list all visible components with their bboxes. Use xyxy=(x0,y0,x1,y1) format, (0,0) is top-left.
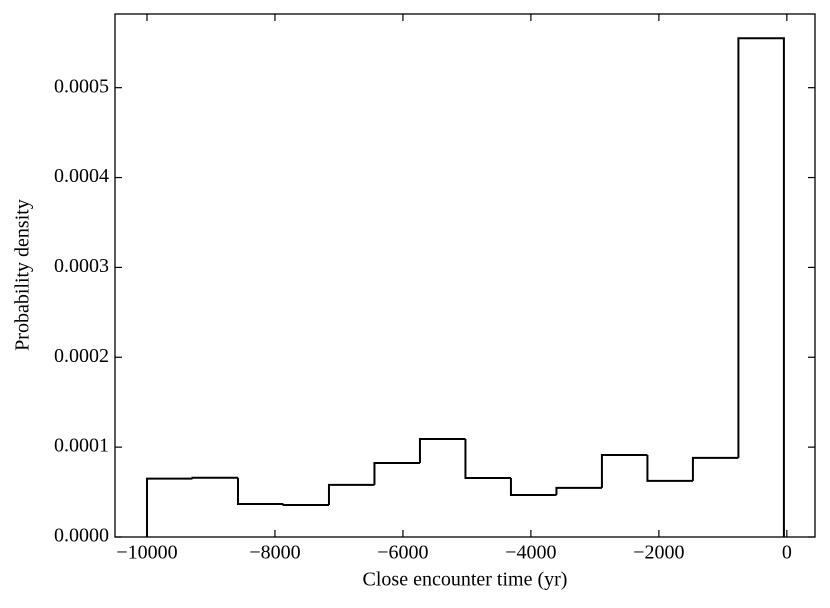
histogram-bin xyxy=(646,454,693,482)
histogram-bin xyxy=(191,476,238,479)
x-tick-label: −4000 xyxy=(505,542,556,564)
x-tick-label: 0 xyxy=(782,542,792,564)
histogram-bin xyxy=(600,453,648,488)
x-tick-label: −2000 xyxy=(633,542,684,564)
histogram-bin xyxy=(236,477,284,506)
histogram-bin xyxy=(691,456,739,481)
histogram-bin xyxy=(737,37,785,537)
histogram-bin xyxy=(282,504,329,507)
y-tick-label: 0.0002 xyxy=(54,345,109,367)
histogram-bin xyxy=(418,438,466,463)
histogram-bin xyxy=(555,486,602,495)
y-tick-label: 0.0004 xyxy=(54,165,109,187)
histogram-bin xyxy=(509,477,557,496)
histogram-bin xyxy=(327,483,375,506)
y-tick-label: 0.0003 xyxy=(54,255,109,277)
histogram-bin xyxy=(464,439,511,479)
y-tick-label: 0.0001 xyxy=(54,435,109,457)
x-axis-label: Close encounter time (yr) xyxy=(363,569,568,591)
x-tick-label: −8000 xyxy=(249,542,300,564)
x-tick-label: −10000 xyxy=(116,542,177,564)
plot-frame xyxy=(114,13,816,538)
x-tick-label: −6000 xyxy=(377,542,428,564)
y-tick-label: 0.0005 xyxy=(54,75,109,97)
histogram-bin xyxy=(373,461,420,485)
histogram-bin xyxy=(145,477,193,537)
y-tick-label: 0.0000 xyxy=(54,525,109,547)
y-axis-label: Probability density xyxy=(12,199,34,351)
